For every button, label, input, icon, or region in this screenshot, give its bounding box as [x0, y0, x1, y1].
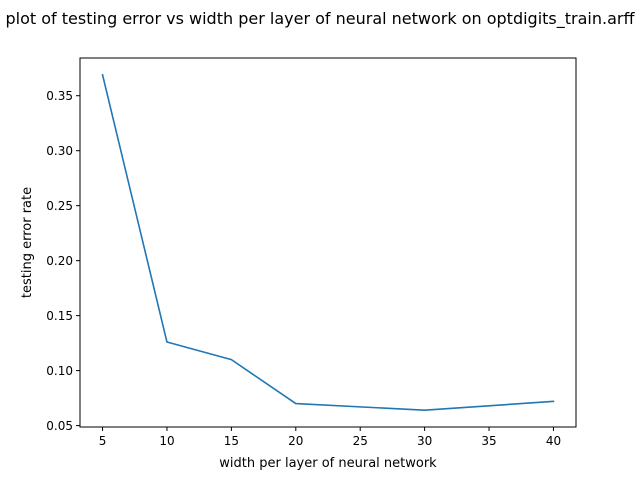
plot-frame — [79, 57, 577, 428]
x-tick-label: 10 — [159, 434, 174, 448]
y-tick-label: 0.10 — [46, 364, 73, 378]
y-axis: 0.05 0.10 0.15 0.20 0.25 0.30 0.35 — [46, 89, 80, 433]
series-layer — [101, 73, 555, 411]
x-axis: 5 10 15 20 25 30 35 40 — [99, 427, 561, 448]
y-tick-label: 0.30 — [46, 144, 73, 158]
series-line — [101, 73, 555, 411]
x-tick-label: 40 — [546, 434, 561, 448]
x-tick-label: 35 — [481, 434, 496, 448]
x-tick-label: 15 — [224, 434, 239, 448]
y-tick-label: 0.15 — [46, 309, 73, 323]
y-tick-label: 0.20 — [46, 254, 73, 268]
y-tick-label: 0.25 — [46, 199, 73, 213]
y-tick-label: 0.35 — [46, 89, 73, 103]
y-axis-label: testing error rate — [20, 187, 35, 298]
x-tick-label: 20 — [288, 434, 303, 448]
chart-title: plot of testing error vs width per layer… — [6, 9, 636, 29]
x-tick-label: 30 — [417, 434, 432, 448]
x-tick-label: 5 — [99, 434, 107, 448]
x-tick-label: 25 — [353, 434, 368, 448]
y-tick-label: 0.05 — [46, 419, 73, 433]
x-axis-label: width per layer of neural network — [219, 456, 437, 471]
